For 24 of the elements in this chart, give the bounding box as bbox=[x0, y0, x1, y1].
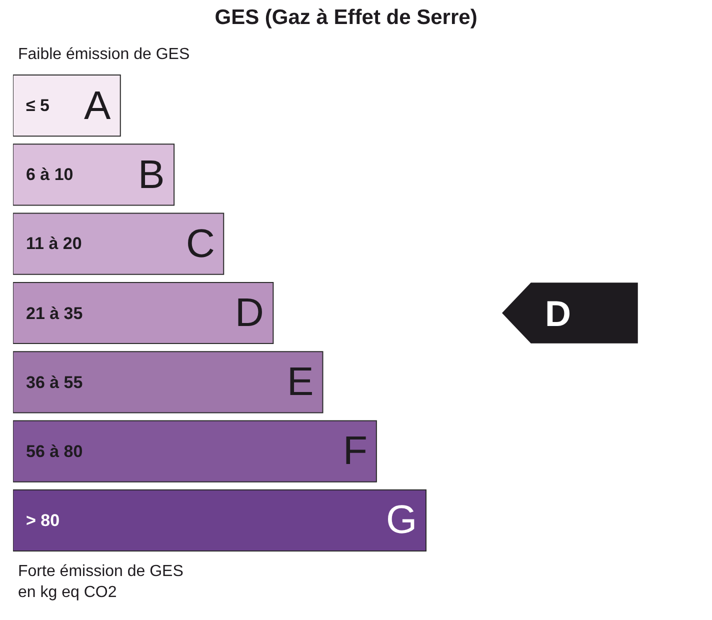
annotation: > 80 bbox=[26, 511, 60, 530]
chart-title: GES (Gaz à Effet de Serre) bbox=[214, 6, 478, 29]
text: Forte émission de GES en kg eq CO2 bbox=[18, 563, 184, 601]
y-tick-label: E bbox=[287, 360, 314, 404]
bar bbox=[13, 74, 121, 137]
annotation: 56 à 80 bbox=[26, 442, 83, 461]
y-tick-label: F bbox=[343, 429, 368, 473]
bar bbox=[13, 351, 324, 414]
y-tick-label: B bbox=[138, 153, 165, 197]
annotation: 21 à 35 bbox=[26, 304, 83, 323]
y-tick-label: G bbox=[386, 498, 418, 542]
bar bbox=[13, 420, 377, 482]
bar bbox=[13, 212, 224, 275]
y-tick-label: A bbox=[84, 84, 111, 128]
bar bbox=[13, 144, 175, 206]
y-tick-label: C bbox=[186, 222, 215, 266]
annotation: 6 à 10 bbox=[26, 165, 74, 184]
bar bbox=[13, 282, 274, 344]
annotation: ≤ 5 bbox=[26, 96, 50, 115]
annotation: 36 à 55 bbox=[26, 373, 83, 392]
annotation: 11 à 20 bbox=[26, 234, 82, 253]
text: D bbox=[545, 293, 571, 334]
text: Faible émission de GES bbox=[18, 46, 190, 63]
bar bbox=[13, 489, 426, 552]
